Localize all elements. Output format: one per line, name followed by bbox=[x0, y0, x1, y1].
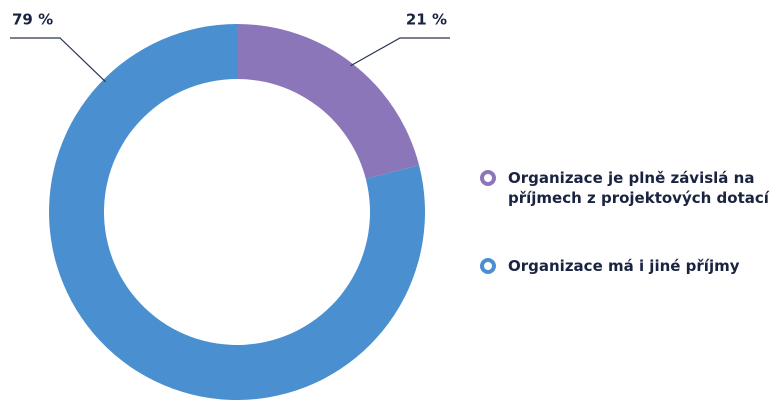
leader-line bbox=[350, 37, 450, 67]
leader-line bbox=[10, 37, 107, 83]
data-label: 79 % bbox=[12, 11, 53, 29]
legend-item: Organizace má i jiné příjmy bbox=[480, 256, 775, 276]
legend-item: Organizace je plně závislá na příjmech z… bbox=[480, 168, 775, 208]
donut-slice bbox=[237, 24, 420, 179]
data-label: 21 % bbox=[406, 11, 447, 29]
legend-marker bbox=[480, 170, 496, 186]
legend-marker bbox=[480, 258, 496, 274]
legend-label: Organizace má i jiné příjmy bbox=[508, 257, 740, 275]
legend-label: Organizace je plně závislá na příjmech z… bbox=[508, 169, 769, 207]
